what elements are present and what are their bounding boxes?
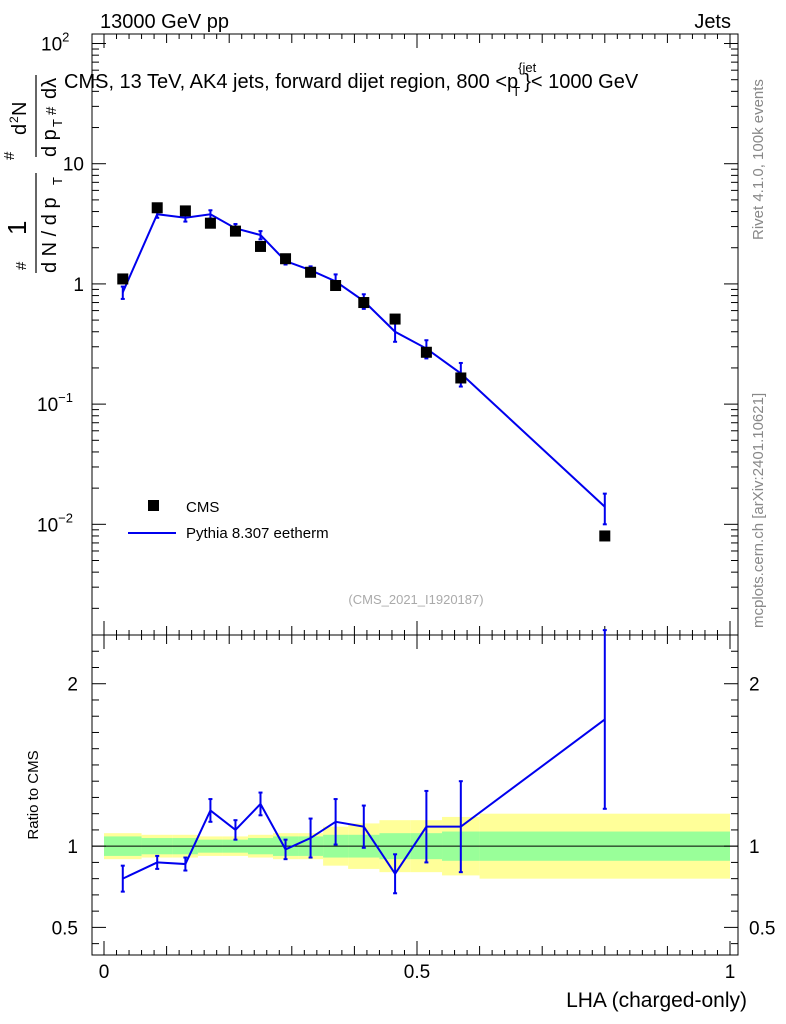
x-tick-label: 0 [99,962,110,983]
svg-text:#: # [1,151,18,160]
cms-point [389,313,401,325]
title-sub: T [512,84,520,99]
cms-point [204,217,216,229]
x-tick-label: 1 [725,962,736,983]
cms-point [420,346,432,358]
legend-cms-marker [148,500,159,511]
legend-pythia-label: Pythia 8.307 eetherm [186,525,329,542]
mcplots-label: mcplots.cern.ch [arXiv:2401.10621] [750,393,767,628]
svg-text:1: 1 [2,221,32,235]
rivet-label: Rivet 4.1.0, 100k events [750,79,767,240]
ratio-y-label: Ratio to CMS [25,750,42,839]
ratio-y-tick-label: 2 [749,675,760,696]
x-axis-label: LHA (charged-only) [566,989,747,1012]
title-suffix: }< 1000 GeV [524,71,639,93]
cms-point [179,205,191,217]
svg-text:d p: d p [39,129,61,157]
x-tick-label: 0.5 [404,962,430,983]
cms-point [599,530,611,542]
svg-text:#: # [13,261,30,270]
svg-text:N: N [9,102,31,116]
cms-point [280,253,292,265]
ratio-y-tick-label: 1 [749,837,760,858]
ratio-y-tick-label: 0.5 [749,918,775,939]
cms-point [455,372,467,384]
header-left: 13000 GeV pp [100,11,229,33]
ratio-panel-frame [91,634,739,956]
title-sup: {jet [518,60,536,75]
ratio-y-tick-label: 2 [67,675,78,696]
y-tick-label: 10−1 [37,390,73,416]
cms-point [117,273,129,285]
svg-text:d: d [9,124,31,135]
y-tick-label: 10−2 [37,510,73,536]
svg-text:dλ: dλ [39,78,61,99]
svg-text:2: 2 [7,116,21,123]
legend: CMS Pythia 8.307 eetherm [128,499,329,542]
svg-text:T: T [50,119,65,127]
y-tick-label: 10 [63,155,84,176]
cms-uncertainty-bands [92,813,738,879]
legend-cms-label: CMS [186,499,219,516]
main-panel-frame [91,33,739,636]
y-tick-label: 102 [41,30,69,56]
svg-text:#: # [43,106,60,115]
ratio-line [122,718,606,880]
y-tick-label: 1 [73,275,84,296]
title-prefix: CMS, 13 TeV, AK4 jets, forward dijet reg… [64,71,518,93]
ratio-marks [120,629,607,895]
main-marks [117,202,611,542]
cms-point [151,202,163,214]
svg-text:T: T [50,177,65,185]
analysis-id: (CMS_2021_I1920187) [348,592,483,607]
svg-text:d N / d p: d N / d p [39,197,61,273]
chart-title: CMS, 13 TeV, AK4 jets, forward dijet reg… [64,60,639,99]
cms-point [255,240,266,252]
ratio-y-tick-label: 1 [67,837,78,858]
pythia-line [121,213,606,508]
ratio-y-tick-label: 0.5 [52,918,78,939]
cms-point [358,297,370,309]
header-right: Jets [694,11,731,33]
cms-point [305,266,317,278]
y-axis-label: # 1 d N / d p T # d 2 N d p T # dλ [1,75,65,273]
cms-point [330,280,342,292]
cms-point [229,225,241,237]
